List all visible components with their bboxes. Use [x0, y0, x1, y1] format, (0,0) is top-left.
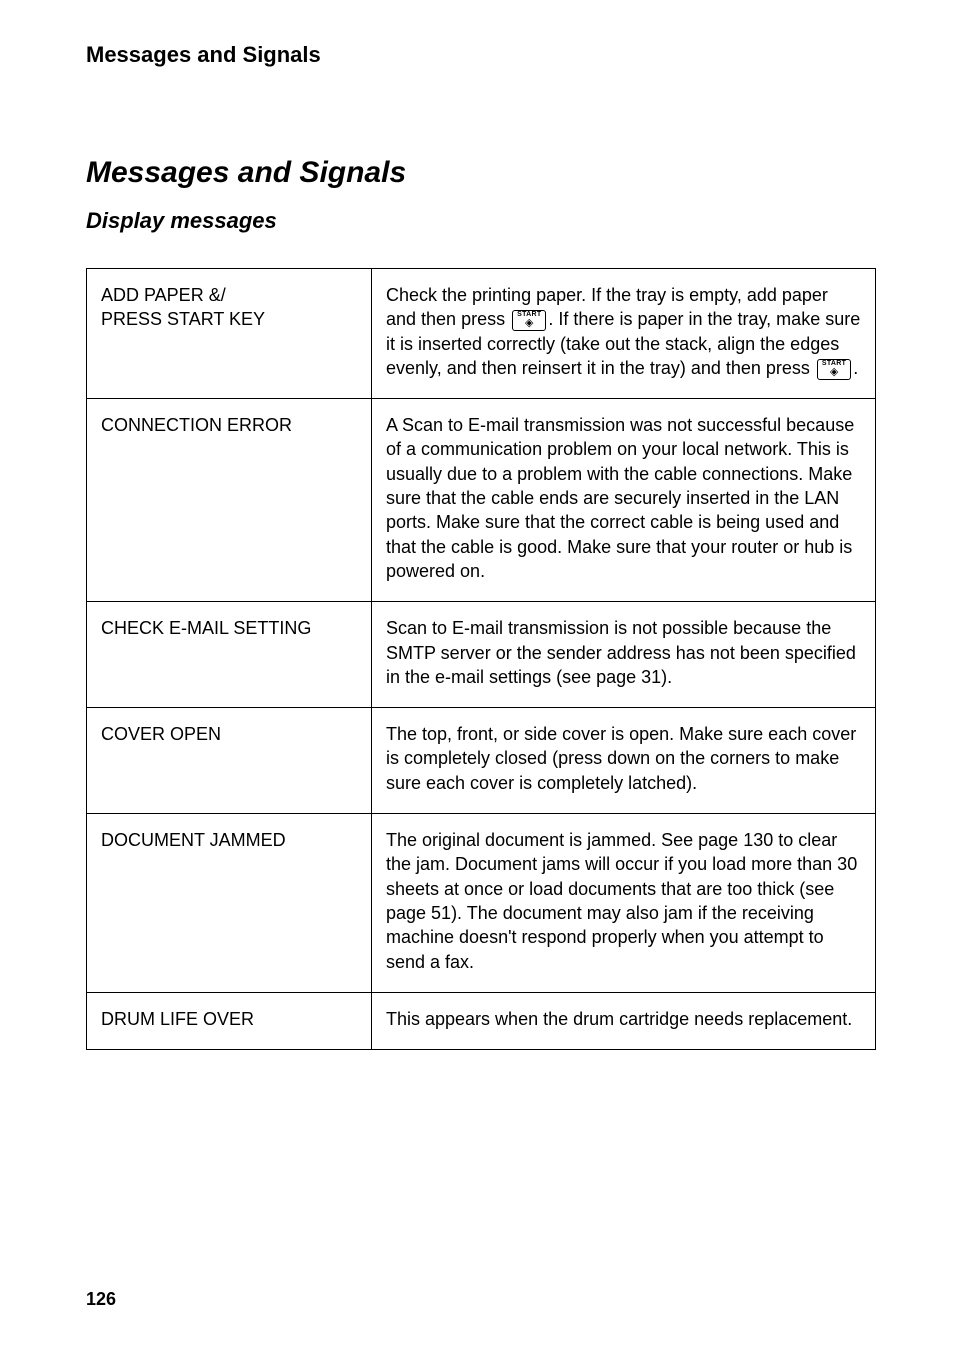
message-code-cell: ADD PAPER &/ PRESS START KEY: [87, 269, 372, 399]
start-key-icon: START◈: [512, 310, 546, 331]
key-glyph: ◈: [517, 318, 541, 329]
running-header: Messages and Signals: [86, 42, 876, 68]
message-code-cell: DRUM LIFE OVER: [87, 992, 372, 1049]
message-desc-cell: Scan to E-mail transmission is not possi…: [372, 602, 876, 708]
table-row: ADD PAPER &/ PRESS START KEY Check the p…: [87, 269, 876, 399]
message-desc-post: .: [853, 358, 858, 378]
message-code-cell: DOCUMENT JAMMED: [87, 814, 372, 993]
section-subtitle: Display messages: [86, 208, 876, 234]
message-desc-cell: Check the printing paper. If the tray is…: [372, 269, 876, 399]
message-code-cell: CHECK E-MAIL SETTING: [87, 602, 372, 708]
message-desc-cell: This appears when the drum cartridge nee…: [372, 992, 876, 1049]
table-row: COVER OPEN The top, front, or side cover…: [87, 708, 876, 814]
page-title: Messages and Signals: [86, 156, 876, 190]
messages-table: ADD PAPER &/ PRESS START KEY Check the p…: [86, 268, 876, 1050]
message-desc-cell: The top, front, or side cover is open. M…: [372, 708, 876, 814]
start-key-icon: START◈: [817, 359, 851, 380]
message-code: ADD PAPER &/ PRESS START KEY: [101, 285, 265, 329]
table-row: CHECK E-MAIL SETTING Scan to E-mail tran…: [87, 602, 876, 708]
table-row: DOCUMENT JAMMED The original document is…: [87, 814, 876, 993]
message-desc-cell: A Scan to E-mail transmission was not su…: [372, 399, 876, 602]
key-glyph: ◈: [822, 367, 846, 378]
message-code-cell: COVER OPEN: [87, 708, 372, 814]
message-code-cell: CONNECTION ERROR: [87, 399, 372, 602]
page-number: 126: [86, 1289, 116, 1310]
table-row: DRUM LIFE OVER This appears when the dru…: [87, 992, 876, 1049]
table-row: CONNECTION ERROR A Scan to E-mail transm…: [87, 399, 876, 602]
message-desc-cell: The original document is jammed. See pag…: [372, 814, 876, 993]
document-page: Messages and Signals Messages and Signal…: [0, 0, 954, 1352]
messages-table-body: ADD PAPER &/ PRESS START KEY Check the p…: [87, 269, 876, 1050]
